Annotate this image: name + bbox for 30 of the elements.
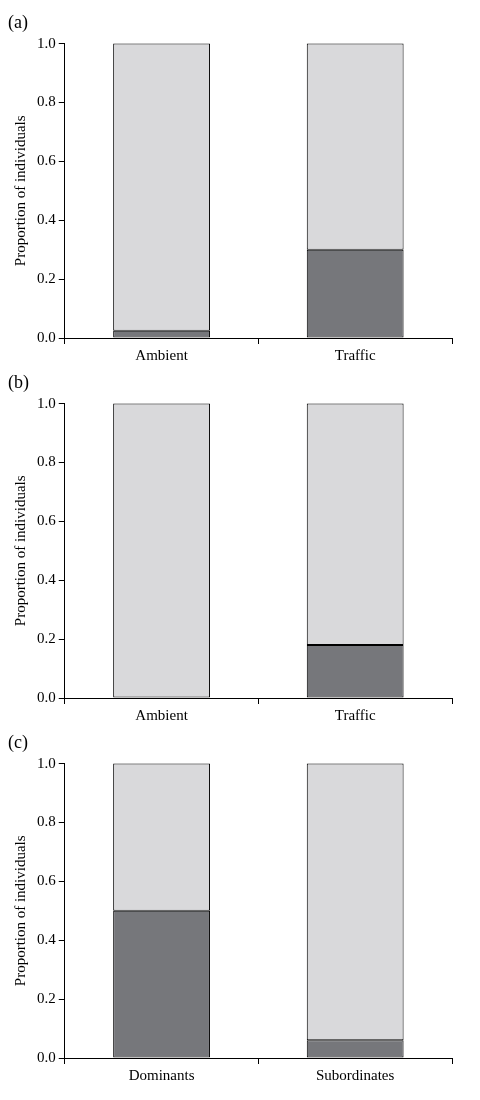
- chart-title: (c): [8, 731, 28, 753]
- y-tick-label: 0.4: [37, 931, 57, 948]
- y-tick-label: 0.6: [37, 872, 57, 889]
- y-tick-label: 0.6: [37, 512, 57, 529]
- y-tick-label: 0.2: [37, 990, 56, 1007]
- y-axis-title: Proportion of individuals: [11, 475, 28, 627]
- y-tick-label: 0.0: [37, 328, 56, 345]
- x-tick-label: Traffic: [334, 706, 376, 723]
- y-tick-label: 0.0: [37, 688, 56, 705]
- x-tick-label: Ambient: [135, 706, 189, 723]
- y-axis-title: Proportion of individuals: [11, 835, 28, 987]
- x-tick-label: Traffic: [334, 346, 376, 363]
- y-tick-label: 1.0: [37, 754, 56, 771]
- y-tick-label: 0.0: [37, 1048, 56, 1065]
- x-tick-label: Ambient: [135, 346, 189, 363]
- y-tick-label: 0.8: [37, 813, 56, 830]
- x-tick-label: Dominants: [128, 1066, 195, 1083]
- y-tick-label: 1.0: [37, 394, 56, 411]
- y-tick-label: 0.8: [37, 93, 56, 110]
- y-tick-label: 0.2: [37, 630, 56, 647]
- y-tick-label: 0.2: [37, 270, 56, 287]
- y-tick-label: 1.0: [37, 34, 56, 51]
- y-tick-label: 0.4: [37, 571, 57, 588]
- chart-title: (b): [8, 371, 29, 393]
- chart-title: (a): [8, 11, 28, 33]
- y-tick-label: 0.4: [37, 211, 57, 228]
- y-tick-label: 0.6: [37, 152, 57, 169]
- x-tick-label: Subordinates: [316, 1066, 395, 1083]
- y-tick-label: 0.8: [37, 453, 56, 470]
- y-axis-title: Proportion of individuals: [11, 115, 28, 267]
